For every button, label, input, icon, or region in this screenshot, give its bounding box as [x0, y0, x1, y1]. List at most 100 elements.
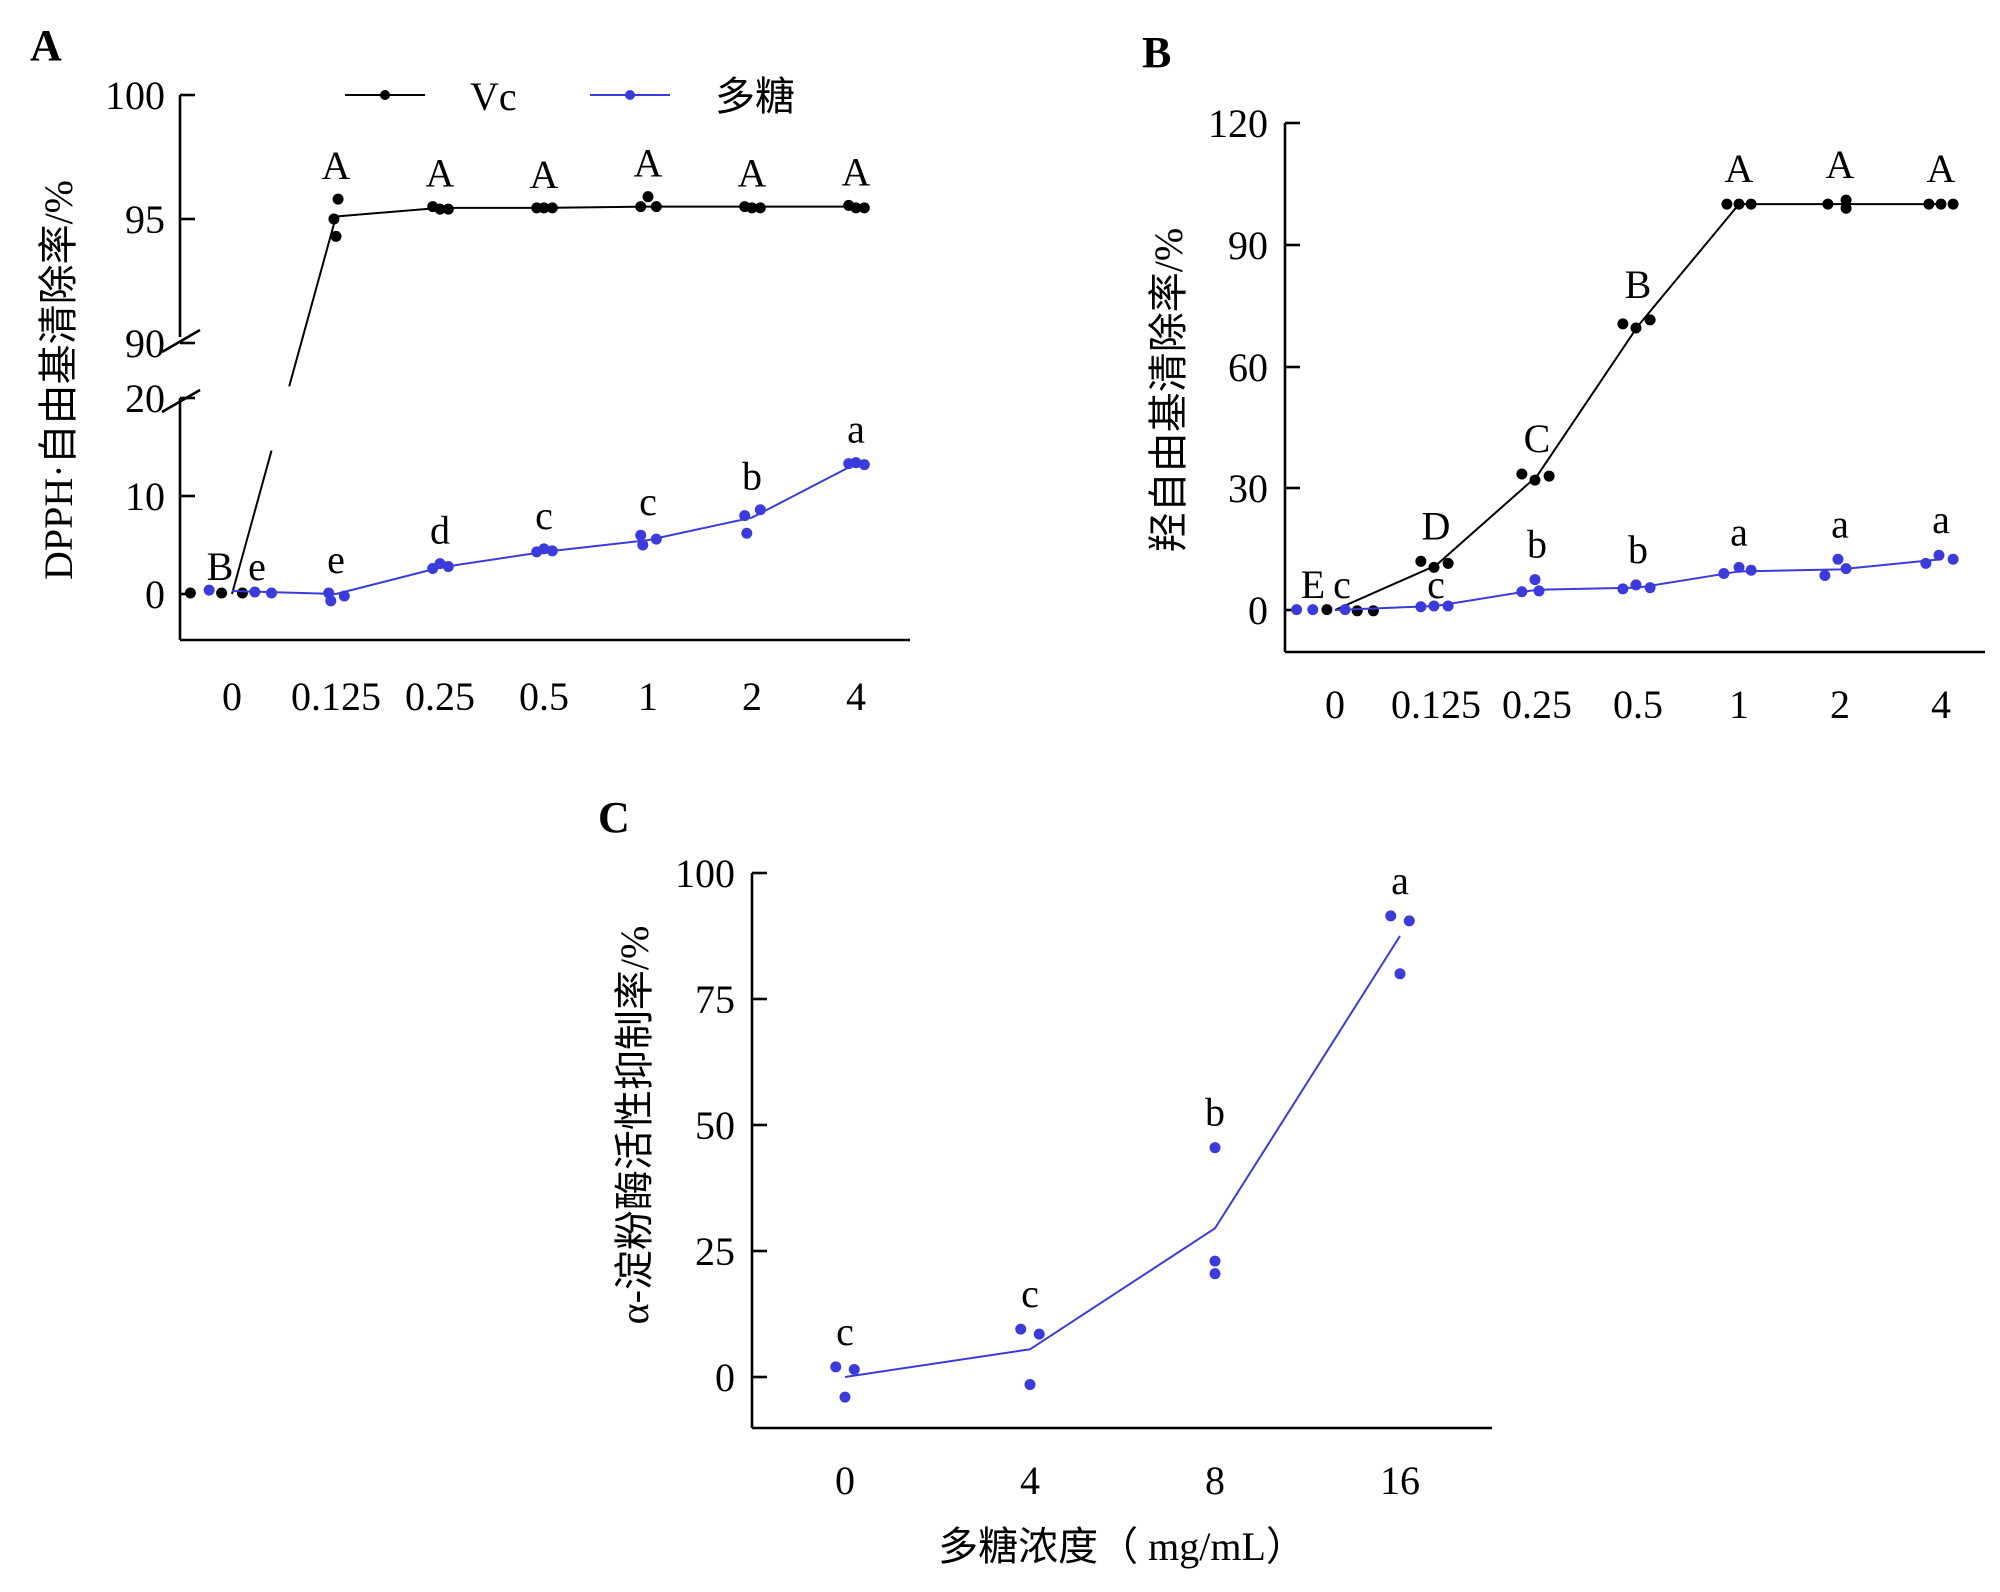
panel-a-xtick-label: 0.5: [519, 674, 569, 719]
panel-b-polysaccharide-point: [1840, 563, 1852, 575]
panel-b-polysaccharide-point: [1947, 553, 1959, 565]
panel-b-polysaccharide-point: [1718, 567, 1730, 579]
panel-b-polysaccharide-point: [1533, 585, 1545, 597]
panel-b-xtick-label: 0: [1325, 682, 1345, 727]
panel-c-y-tick-labels: 100 75 50 25 0: [675, 851, 735, 1400]
panel-c-polysaccharide-point: [848, 1363, 860, 1375]
panel-a-polysaccharide-significance-label: e: [327, 537, 345, 582]
panel-a-ytick-label: 90: [125, 321, 165, 366]
panel-a-vc-significance-label: A: [842, 149, 871, 194]
panel-c-ytick-label: 25: [695, 1229, 735, 1274]
panel-b-letter: B: [1142, 28, 1171, 77]
panel-a-vc-significance-label: B: [207, 544, 234, 589]
panel-c-polysaccharide-significance-label: c: [1021, 1271, 1039, 1316]
panel-a-polysaccharide-point: [442, 561, 454, 573]
panel-b-vc-point: [1415, 555, 1427, 567]
legend-vc-label: Vc: [470, 74, 517, 119]
panel-b-vc-point: [1630, 322, 1642, 334]
panel-b-polysaccharide-significance-label: b: [1628, 527, 1648, 572]
panel-a-polysaccharide-point: [741, 527, 753, 539]
panel-b-vc-significance-label: D: [1422, 503, 1451, 548]
panel-a-polysaccharide-point: [538, 543, 550, 555]
panel-a-vc-point: [332, 193, 344, 205]
panel-a-xtick-label: 1: [638, 674, 658, 719]
panel-b-polysaccharide-point: [1630, 579, 1642, 591]
panel-c-polysaccharide-point: [830, 1361, 842, 1373]
panel-a-xtick-label: 2: [742, 674, 762, 719]
panel-c-xtick-label: 16: [1380, 1458, 1420, 1503]
legend-vc-marker: [380, 90, 390, 100]
panel-c-y-axis-label: α-淀粉酶活性抑制率/%: [612, 926, 657, 1325]
panel-a-ytick-label: 95: [125, 197, 165, 242]
panel-b-ytick-label: 30: [1228, 466, 1268, 511]
panel-c-polysaccharide-significance-label: a: [1391, 858, 1409, 903]
panel-b-vc-point: [1442, 557, 1454, 569]
panel-a-polysaccharide-significance-label: c: [535, 493, 553, 538]
panel-a-xtick-label: 4: [846, 674, 866, 719]
panel-b-polysaccharide-point: [1415, 601, 1427, 613]
panel-c-ytick-label: 50: [695, 1103, 735, 1148]
panel-c: C 100 75 50 25 0 α-淀粉酶活性抑制率/% 多糖浓度（ mg/m…: [598, 793, 1492, 1569]
panel-c-ytick-label: 0: [715, 1355, 735, 1400]
panel-a-vc-point: [650, 201, 662, 213]
panel-a-vc-line-segment: [288, 216, 337, 387]
panel-a-ytick-label: 100: [105, 73, 165, 118]
panel-b-vc-point: [1733, 198, 1745, 210]
panel-a-vc-point: [236, 587, 248, 599]
panel-b-ytick-label: 120: [1208, 101, 1268, 146]
panel-a-polysaccharide-point: [650, 533, 662, 545]
panel-b-polysaccharide-significance-label: a: [1932, 497, 1950, 542]
panel-b-polysaccharide-point: [1339, 604, 1351, 616]
panel-a-vc-point: [330, 230, 342, 242]
panel-a-y-tick-labels: 100 95 90 20 10 0: [105, 73, 165, 617]
panel-a-polysaccharide-point: [635, 529, 647, 541]
panel-b-vc-point: [1367, 605, 1379, 617]
panel-b: B 120 90 60 30 0 羟自由基清除率/% 0 0.125 0.25 0.5…: [1142, 28, 1985, 727]
panel-a-polysaccharide-point: [637, 539, 649, 551]
panel-a-axes: [161, 93, 910, 642]
panel-b-polysaccharide-point: [1745, 564, 1757, 576]
panel-b-polysaccharide-point: [1307, 604, 1319, 616]
panel-c-polysaccharide-line: [844, 935, 1401, 1378]
panel-c-plot: 0 4 8 16 c c b a: [830, 858, 1420, 1503]
panel-b-ytick-label: 90: [1228, 223, 1268, 268]
panel-a-polysaccharide-significance-label: a: [847, 407, 865, 452]
panel-b-vc-point: [1745, 198, 1757, 210]
panel-b-vc-point: [1721, 198, 1733, 210]
panel-c-polysaccharide-point: [1024, 1379, 1036, 1391]
panel-b-polysaccharide-significance-label: a: [1831, 501, 1849, 546]
panel-b-plot: 0 0.125 0.25 0.5 1 2 4 E D C B A A Ac c b b a a a: [1291, 142, 1959, 727]
panel-a-vc-point: [328, 213, 340, 225]
panel-c-polysaccharide-point: [1015, 1323, 1027, 1335]
panel-a-vc-point: [754, 202, 766, 214]
panel-a-vc-line-segment: [231, 450, 273, 595]
panel-c-polysaccharide-point: [1403, 915, 1415, 927]
panel-c-xtick-label: 8: [1205, 1458, 1225, 1503]
panel-b-vc-significance-label: A: [1725, 146, 1754, 191]
panel-b-vc-point: [1617, 318, 1629, 330]
panel-b-xtick-label: 4: [1931, 682, 1951, 727]
panel-b-vc-point: [1321, 604, 1333, 616]
panel-c-polysaccharide-point: [839, 1391, 851, 1403]
panel-a-xtick-label: 0.125: [291, 674, 381, 719]
panel-b-polysaccharide-significance-label: b: [1527, 522, 1547, 567]
panel-b-vc-point: [1947, 198, 1959, 210]
panel-a-polysaccharide-point: [249, 586, 261, 598]
panel-a-vc-significance-label: A: [322, 143, 351, 188]
panel-b-polysaccharide-significance-label: c: [1427, 562, 1445, 607]
panel-c-polysaccharide-significance-label: b: [1205, 1090, 1225, 1135]
panel-a-polysaccharide-point: [338, 590, 350, 602]
panel-b-vc-point: [1935, 198, 1947, 210]
panel-b-polysaccharide-point: [1529, 574, 1541, 586]
legend-polysaccharide-label: 多糖: [715, 74, 795, 119]
panel-b-vc-significance-label: B: [1625, 262, 1652, 307]
panel-a-vc-significance-label: A: [738, 151, 767, 196]
panel-a-vc-line: [335, 205, 856, 218]
panel-a-vc-significance-label: A: [634, 141, 663, 186]
panel-c-polysaccharide-point: [1209, 1255, 1221, 1267]
panel-b-polysaccharide-point: [1819, 570, 1831, 582]
panel-b-polysaccharide-point: [1644, 582, 1656, 594]
panel-b-xtick-label: 0.125: [1391, 682, 1481, 727]
panel-b-polysaccharide-point: [1733, 561, 1745, 573]
panel-a-letter: A: [30, 21, 62, 70]
